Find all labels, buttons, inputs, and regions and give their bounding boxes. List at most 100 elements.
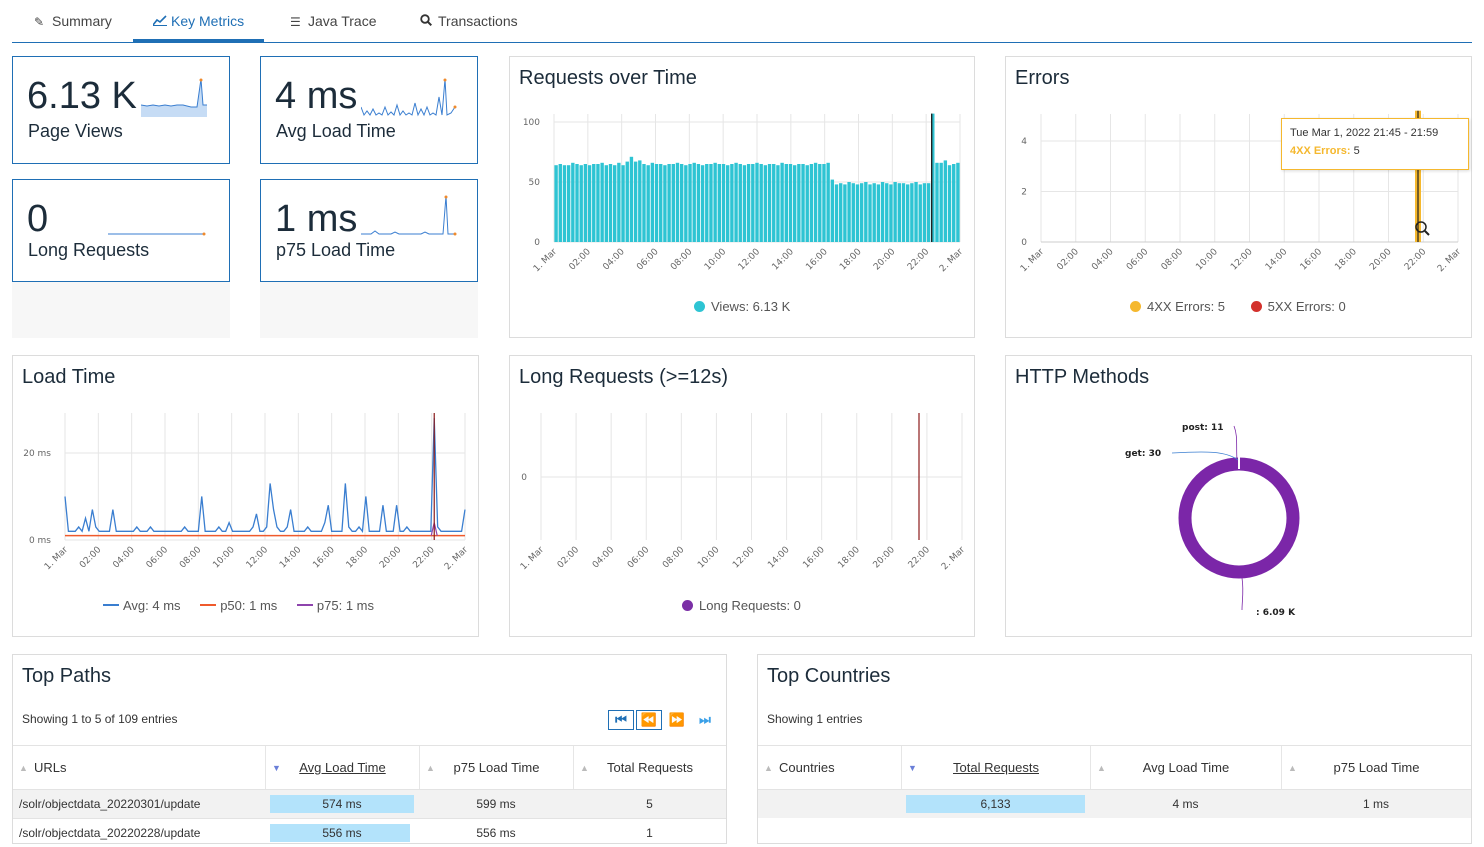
column-header-total-requests[interactable]: ▲ Total Requests (573, 746, 726, 790)
bar (663, 165, 667, 242)
pie-label-other: : 6.09 K (1256, 608, 1296, 618)
x-tick-label: 08:00 (178, 545, 204, 571)
chart-legend[interactable]: 4XX Errors: 5 5XX Errors: 0 (1130, 299, 1346, 314)
bar (705, 164, 709, 242)
kpi-value: 0 (27, 198, 49, 240)
column-header-total-requests[interactable]: ▼ Total Requests (901, 746, 1090, 790)
table-row[interactable]: /solr/objectdata_20220228/update 556 ms … (13, 818, 726, 847)
bar (558, 164, 562, 242)
bar (746, 164, 751, 242)
chart-legend[interactable]: Long Requests: 0 (682, 598, 801, 613)
tab-summary[interactable]: ✎ Summary (14, 0, 132, 42)
kpi-shadow (260, 282, 478, 338)
tab-transactions[interactable]: Transactions (400, 0, 538, 42)
bar (679, 164, 684, 242)
x-tick-label: 08:00 (669, 247, 695, 273)
kpi-value: 6.13 K (27, 75, 137, 117)
prev-page-button[interactable]: ⏪ (636, 710, 662, 730)
next-page-button[interactable]: ⏩ (664, 710, 690, 730)
bar (872, 183, 876, 242)
bar (767, 164, 772, 242)
bar (792, 165, 797, 242)
kpi-long-requests[interactable]: 0 Long Requests (12, 179, 230, 282)
column-header-countries[interactable]: ▲ Countries (758, 746, 901, 790)
bar (709, 164, 713, 242)
legend-marker (694, 301, 705, 312)
bar (600, 162, 604, 242)
bar (931, 113, 935, 242)
pie-slice-other[interactable] (1178, 457, 1300, 579)
column-header-avg-load-time[interactable]: ▲ Avg Load Time (1090, 746, 1281, 790)
bar (839, 183, 843, 242)
bar (868, 184, 872, 242)
kpi-avg-load-time[interactable]: 4 ms Avg Load Time (260, 56, 478, 164)
x-tick-label: 22:00 (906, 247, 932, 273)
x-tick-label: 04:00 (1090, 247, 1116, 273)
kpi-label: Page Views (28, 121, 123, 141)
url-cell[interactable]: /solr/objectdata_20220301/update (19, 797, 201, 811)
column-header-urls[interactable]: ▲ URLs (13, 746, 265, 790)
last-page-button[interactable]: ⏭ (692, 710, 718, 730)
bar (587, 165, 592, 242)
tab-java-trace[interactable]: ☰ Java Trace (270, 0, 396, 42)
table-row[interactable]: /solr/objectdata_20220301/update 574 ms … (13, 789, 726, 818)
http-methods-panel: HTTP Methods post: 11 get: 30 : 6.09 K (1005, 355, 1472, 637)
x-tick-label: 08:00 (1160, 247, 1186, 273)
x-tick-label: 16:00 (804, 247, 830, 273)
bar (910, 183, 914, 242)
bar (612, 165, 617, 242)
bar (562, 165, 567, 242)
tab-key-metrics[interactable]: Key Metrics (133, 0, 265, 42)
bar (654, 164, 659, 242)
bar (583, 164, 588, 242)
bar (646, 165, 650, 242)
x-tick-label: 2. Mar (940, 545, 967, 572)
avg-cell: 4 ms (1172, 797, 1199, 811)
table-row[interactable]: 6,133 4 ms 1 ms (758, 789, 1471, 818)
chart-legend[interactable]: Views: 6.13 K (694, 299, 790, 314)
bar (713, 162, 717, 242)
column-header-p75-load-time[interactable]: ▲ p75 Load Time (419, 746, 573, 790)
x-tick-label: 20:00 (872, 247, 898, 273)
kpi-p75-load-time[interactable]: 1 ms p75 Load Time (260, 179, 478, 282)
x-tick-label: 22:00 (1403, 247, 1429, 273)
sort-desc-icon: ▼ (272, 763, 281, 773)
bar (847, 182, 851, 242)
avg-cell: 574 ms (322, 797, 362, 811)
x-tick-label: 10:00 (703, 247, 729, 273)
value-bar (270, 795, 414, 813)
panel-title: HTTP Methods (1015, 366, 1150, 388)
url-cell[interactable]: /solr/objectdata_20220228/update (19, 826, 201, 840)
bar (859, 183, 864, 242)
column-header-avg-load-time[interactable]: ▼ Avg Load Time (265, 746, 419, 790)
table-header: ▲ Countries ▼ Total Requests ▲ Avg Load Tim… (758, 745, 1471, 790)
total-cell: 6,133 (980, 797, 1011, 811)
bar (717, 164, 722, 242)
kpi-label: p75 Load Time (276, 240, 396, 260)
column-header-p75-load-time[interactable]: ▲ p75 Load Time (1281, 746, 1471, 790)
bar (788, 164, 793, 242)
bar (571, 162, 575, 242)
bar (638, 160, 642, 242)
bar (592, 164, 596, 242)
bar (843, 184, 847, 242)
kpi-value: 4 ms (275, 75, 358, 117)
first-page-button[interactable]: ⏮ (608, 710, 634, 730)
p75-cell: 1 ms (1362, 797, 1389, 811)
zoom-cursor-icon (1415, 221, 1427, 233)
legend-marker (103, 604, 119, 606)
long-requests-chart: 1. Mar 02:00 04:00 06:00 08:00 10:00 12:00 14:0… (519, 413, 967, 572)
value-bar (906, 795, 1085, 813)
chart-legend[interactable]: Avg: 4 ms p50: 1 ms p75: 1 ms (103, 598, 374, 613)
x-tick-label: 12:00 (1229, 247, 1255, 273)
kpi-page-views[interactable]: 6.13 K Page Views (12, 56, 230, 164)
bar (922, 183, 927, 242)
bar (830, 179, 835, 242)
kpi-label: Long Requests (28, 240, 150, 260)
total-cell: 5 (646, 797, 653, 811)
x-tick-label: 20:00 (872, 545, 898, 571)
bar (684, 165, 688, 242)
bar (855, 184, 860, 242)
bar (759, 164, 763, 242)
x-tick-label: 18:00 (836, 545, 862, 571)
